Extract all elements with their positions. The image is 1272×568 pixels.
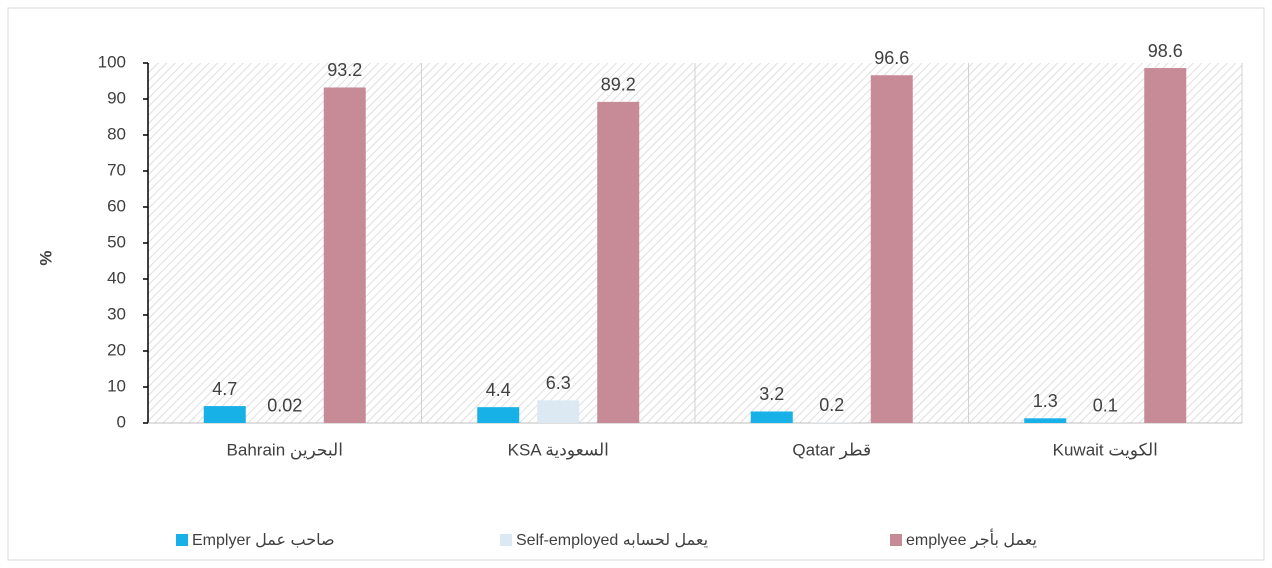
legend-swatch <box>176 534 188 546</box>
y-tick-label: 100 <box>98 52 126 71</box>
x-tick-label: Kuwait الكويت <box>1053 440 1158 459</box>
value-label: 98.6 <box>1148 41 1183 61</box>
bar <box>203 406 246 423</box>
bar <box>870 75 913 424</box>
legend-label: emplyee يعمل بأجر <box>906 528 1037 550</box>
value-label: 1.3 <box>1033 391 1058 411</box>
bar <box>750 411 793 423</box>
x-tick-label: Bahrain البحرين <box>227 440 343 459</box>
value-label: 96.6 <box>874 48 909 68</box>
x-tick-label: Qatar قطر <box>792 440 871 459</box>
value-label: 4.4 <box>486 380 511 400</box>
category-separators <box>421 63 1243 423</box>
bar <box>597 101 640 423</box>
y-tick-label: 70 <box>107 160 126 179</box>
y-tick-label: 80 <box>107 124 126 143</box>
value-label: 6.3 <box>546 373 571 393</box>
legend-label: Self-employed يعمل لحسابه <box>516 532 708 549</box>
y-tick-label: 50 <box>107 232 126 251</box>
y-tick-label: 60 <box>107 196 126 215</box>
bar <box>477 407 520 423</box>
value-label: 89.2 <box>601 75 636 95</box>
legend-label: Emplyer صاحب عمل <box>192 532 335 549</box>
y-tick-label: 10 <box>107 376 126 395</box>
bar <box>323 87 366 423</box>
y-tick-label: 40 <box>107 268 126 287</box>
y-tick-label: 90 <box>107 88 126 107</box>
y-tick-label: 20 <box>107 340 126 359</box>
value-label: 0.2 <box>819 395 844 415</box>
value-label: 4.7 <box>212 379 237 399</box>
y-axis-label: % <box>36 250 55 265</box>
value-label: 3.2 <box>759 384 784 404</box>
bar <box>537 400 580 423</box>
bar <box>1024 418 1067 423</box>
value-label: 93.2 <box>327 60 362 80</box>
x-tick-label: KSA السعودية <box>508 440 609 459</box>
value-label: 0.02 <box>267 396 302 416</box>
bar <box>1144 68 1187 423</box>
y-tick-label: 30 <box>107 304 126 323</box>
bar <box>810 422 853 423</box>
legend-swatch <box>890 534 902 546</box>
legend-swatch <box>500 534 512 546</box>
value-label: 0.1 <box>1093 395 1118 415</box>
y-tick-label: 0 <box>117 412 126 431</box>
